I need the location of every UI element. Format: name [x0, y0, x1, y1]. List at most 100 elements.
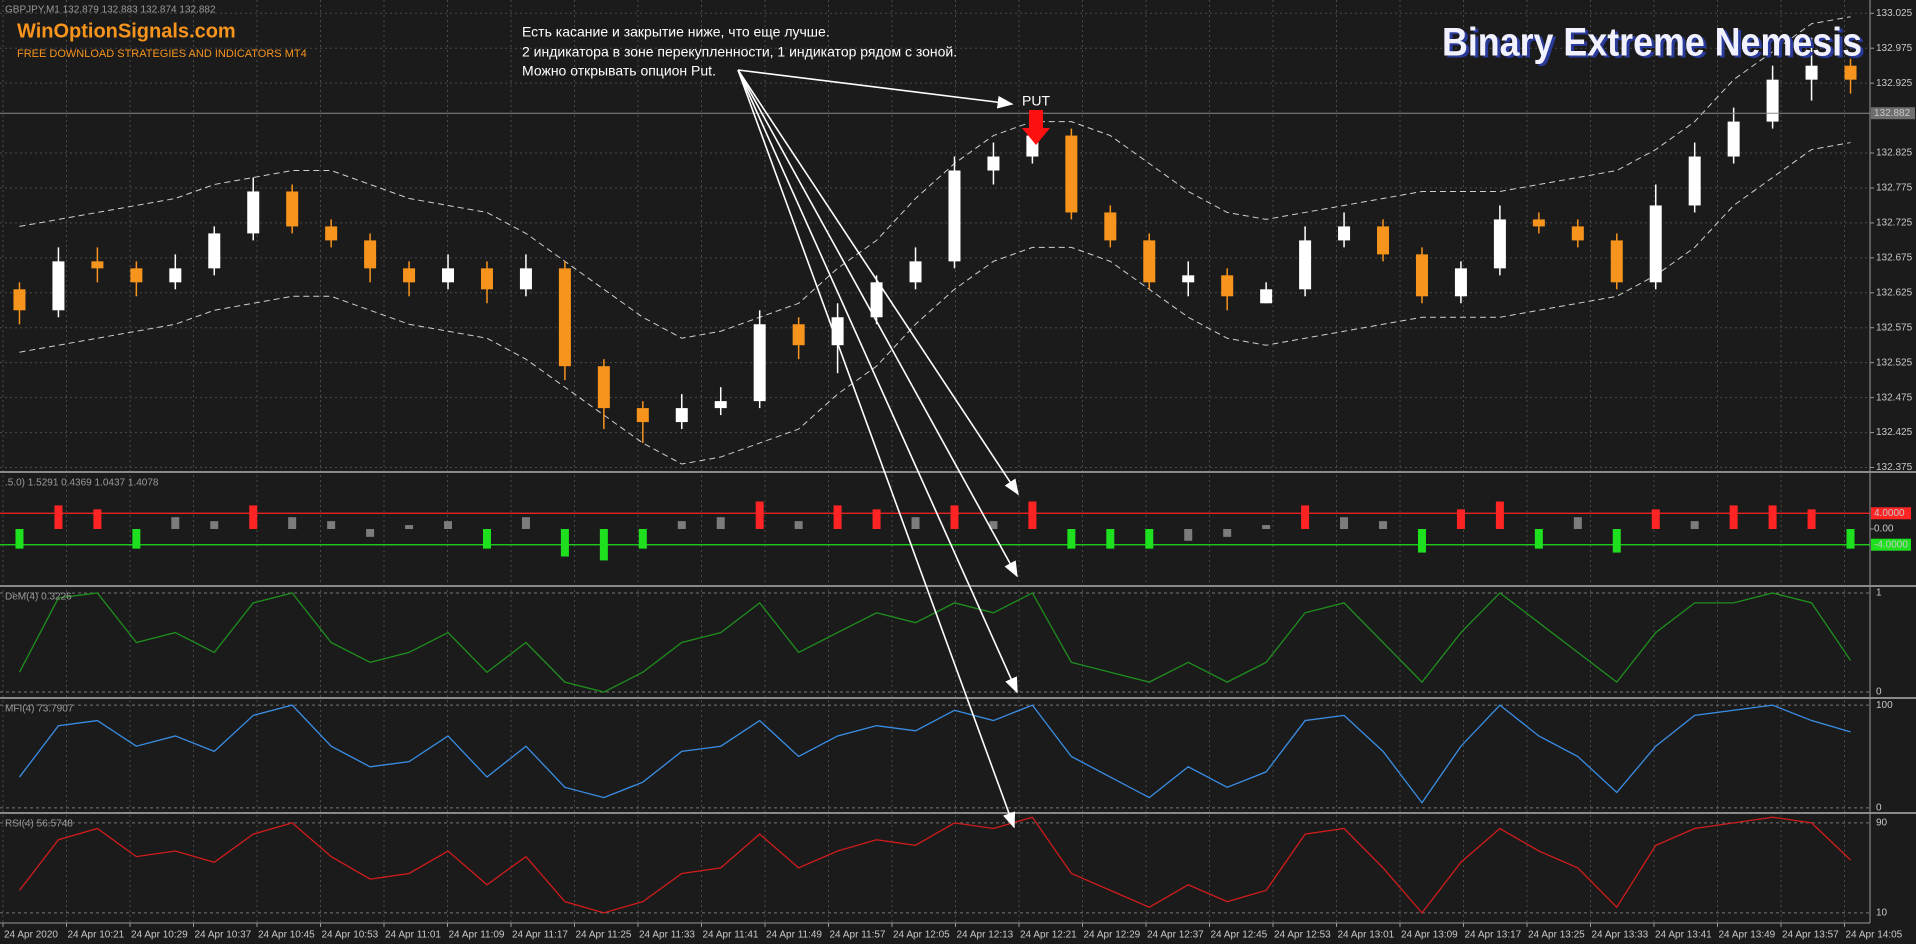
x-tick-label: 24 Apr 11:41: [703, 930, 759, 941]
histogram-bar: [249, 505, 258, 529]
candle-body: [519, 268, 532, 290]
candle-body: [52, 261, 65, 311]
candle-body: [831, 317, 844, 346]
histogram-bar: [1807, 509, 1816, 529]
panel-header: .5.0) 1.5291 0.4369 1.0437 1.4078: [5, 478, 159, 489]
histogram-bar: [1106, 529, 1115, 549]
candle-body: [1415, 254, 1428, 297]
candle-body: [1338, 226, 1351, 241]
x-tick-label: 24 Apr 13:33: [1592, 930, 1649, 941]
candle-body: [1221, 275, 1234, 297]
candle-body: [13, 289, 26, 311]
histogram-bar: [794, 521, 803, 529]
arrow: [737, 69, 1018, 578]
y-tick-label: 132.925: [1876, 78, 1913, 89]
y-tick-label: 4.0000: [1874, 508, 1905, 519]
y-tick-label: -4.0000: [1874, 539, 1908, 550]
candle-body: [1649, 205, 1662, 283]
candle-body: [169, 268, 182, 283]
time-grid: [2, 0, 1845, 923]
annotation-arrows: [737, 69, 1019, 829]
histogram-bar: [1729, 505, 1738, 529]
histogram-bar: [210, 521, 219, 529]
x-tick-label: 24 Apr 10:45: [258, 930, 315, 941]
level-label-box: [1871, 538, 1911, 551]
y-tick-label: 132.525: [1876, 357, 1913, 368]
histogram-bar: [521, 517, 530, 529]
y-tick-label: 132.625: [1876, 287, 1913, 298]
candle-body: [597, 366, 610, 409]
brand-title: Binary Extreme Nemesis: [1442, 21, 1862, 65]
y-tick-label: 133.025: [1876, 8, 1913, 19]
y-tick-label: 132.675: [1876, 253, 1913, 264]
histogram-bar: [1340, 517, 1349, 529]
candle-body: [792, 324, 805, 346]
histogram-bar: [482, 529, 491, 549]
candle-body: [1493, 219, 1506, 269]
candle-body: [675, 408, 688, 423]
candle-body: [1065, 135, 1078, 213]
candle-body: [909, 261, 922, 283]
indicator-line: [18, 592, 1852, 693]
symbol-header: GBPJPY,M1 132.879 132.883 132.874 132.88…: [5, 5, 216, 16]
histogram-bar: [1145, 529, 1154, 549]
candle-body: [442, 268, 455, 283]
histogram-bar: [716, 517, 725, 529]
candle-body: [1571, 226, 1584, 241]
candle-body: [130, 268, 143, 283]
candle-body: [91, 261, 104, 269]
histogram-bar: [755, 501, 764, 529]
candle-body: [1454, 268, 1467, 297]
histogram-bar: [132, 529, 141, 549]
candle-body: [286, 191, 299, 227]
y-tick-label: 132.375: [1876, 462, 1913, 473]
histogram-bar: [1262, 525, 1271, 529]
y-tick-label: 132.725: [1876, 218, 1913, 229]
x-tick-label: 24 Apr 12:53: [1274, 930, 1331, 941]
x-tick-label: 24 Apr 13:41: [1655, 930, 1712, 941]
y-tick-label: 0.00: [1874, 524, 1894, 535]
y-tick-label: 132.775: [1876, 183, 1913, 194]
y-tick-label: 132.975: [1876, 43, 1913, 54]
y-tick-label: 0: [1876, 803, 1882, 814]
x-tick-label: 24 Apr 11:49: [766, 930, 822, 941]
x-tick-label: 24 Apr 11:33: [639, 930, 695, 941]
histogram-bar: [366, 529, 375, 537]
x-tick-label: 24 Apr 10:53: [322, 930, 379, 941]
x-tick-label: 24 Apr 11:01: [385, 930, 441, 941]
histogram-bar: [911, 517, 920, 529]
x-tick-label: 24 Apr 12:45: [1211, 930, 1268, 941]
candle-body: [636, 408, 649, 423]
histogram-bar: [1846, 529, 1855, 549]
candle-body: [870, 282, 883, 318]
x-tick-label: 24 Apr 13:01: [1338, 930, 1395, 941]
candle-body: [1299, 240, 1312, 290]
x-tick-label: 24 Apr 13:25: [1528, 930, 1585, 941]
panel-header: DeM(4) 0.3226: [5, 592, 72, 603]
histogram-bar: [327, 521, 336, 529]
x-tick-label: 24 Apr 12:05: [893, 930, 950, 941]
x-tick-label: 24 Apr 12:21: [1020, 930, 1077, 941]
candle-body: [1688, 156, 1701, 206]
candle-body: [1377, 226, 1390, 255]
x-tick-label: 24 Apr 2020: [4, 930, 58, 941]
last-price-label: 132.882: [1874, 108, 1911, 119]
x-tick-label: 24 Apr 11:09: [449, 930, 505, 941]
candle-body: [1532, 219, 1545, 227]
arrow: [737, 69, 1014, 109]
panel-header: MFI(4) 73.7907: [5, 704, 74, 715]
x-tick-label: 24 Apr 11:57: [830, 930, 886, 941]
candle-body: [987, 156, 1000, 171]
y-tick-label: 90: [1876, 818, 1888, 829]
panel-header: RSI(4) 56.5748: [5, 819, 73, 830]
y-tick-label: 132.825: [1876, 148, 1913, 159]
candle-body: [1766, 79, 1779, 122]
x-tick-label: 24 Apr 11:25: [576, 930, 632, 941]
histogram-bar: [171, 517, 180, 529]
indicator-line: [18, 704, 1851, 804]
band-line: [19, 16, 1851, 339]
annotation-line: Можно открывать опцион Put.: [522, 63, 716, 79]
y-tick-label: 0: [1876, 687, 1882, 698]
